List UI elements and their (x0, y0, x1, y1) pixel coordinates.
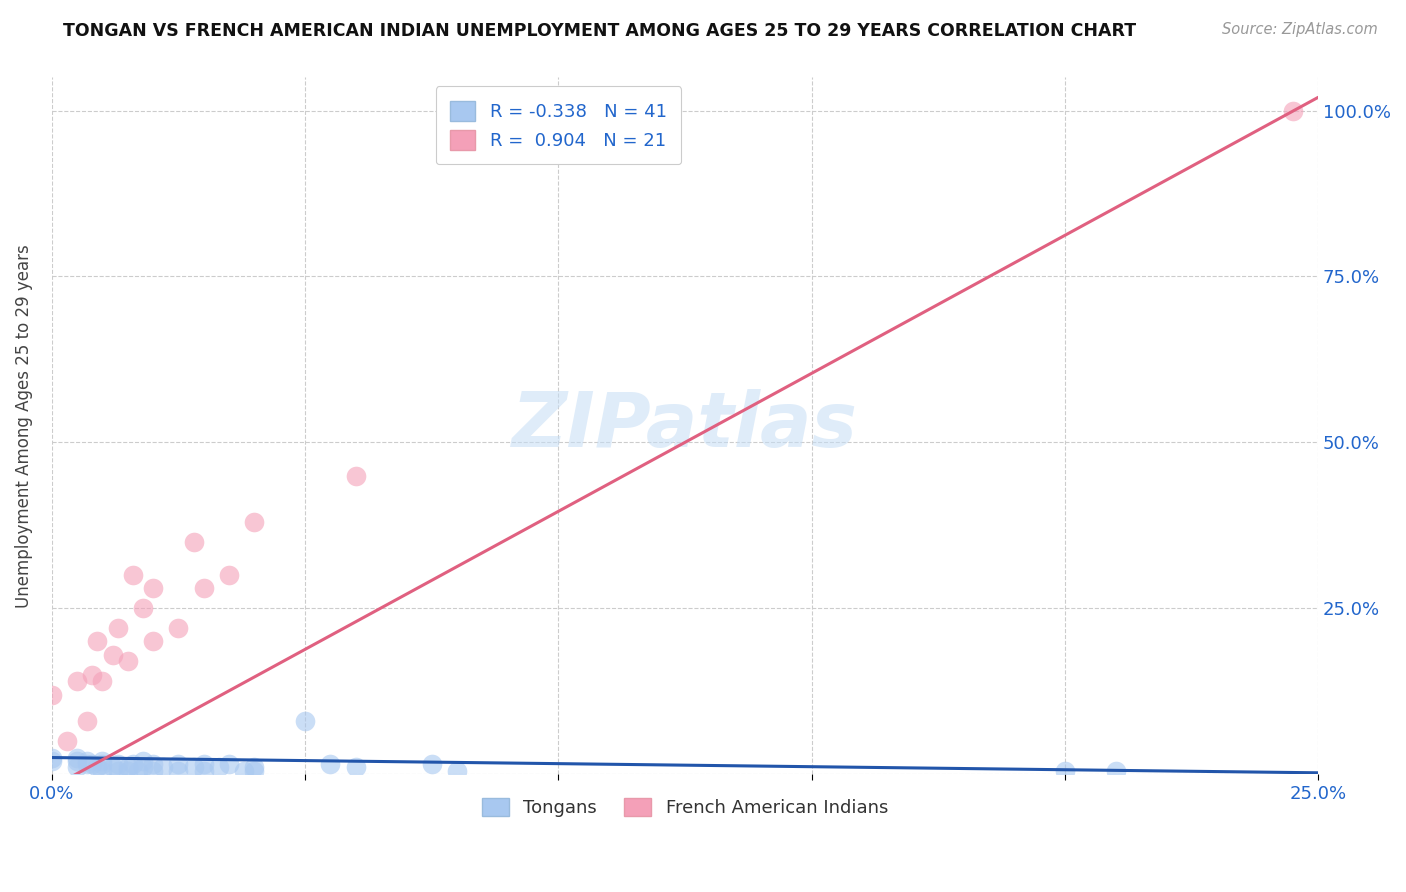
Point (76, 757, 98, 772)
Point (243, 515, 266, 529)
Point (91, 754, 114, 768)
Y-axis label: Unemployment Among Ages 25 to 29 years: Unemployment Among Ages 25 to 29 years (15, 244, 32, 607)
Point (446, 764, 468, 778)
Point (101, 760, 124, 774)
Point (121, 757, 143, 772)
Point (420, 757, 443, 772)
Point (183, 535, 205, 549)
Point (142, 757, 165, 772)
Point (91, 764, 114, 778)
Point (167, 764, 190, 778)
Point (132, 601, 155, 615)
Point (127, 764, 149, 778)
Point (121, 568, 143, 582)
Point (76, 714, 98, 728)
Point (107, 757, 129, 772)
Point (233, 764, 256, 778)
Point (319, 757, 342, 772)
Point (132, 760, 155, 774)
Text: ZIPatlas: ZIPatlas (512, 389, 858, 463)
Point (1053, 764, 1076, 778)
Point (1104, 764, 1126, 778)
Point (66, 760, 89, 774)
Point (66, 750, 89, 764)
Point (41, 750, 63, 764)
Point (41, 688, 63, 702)
Point (132, 754, 155, 768)
Point (193, 582, 215, 596)
Point (82, 667, 104, 681)
Point (82, 757, 104, 772)
Point (142, 634, 165, 648)
Point (167, 757, 190, 772)
Point (243, 764, 266, 778)
Legend: Tongans, French American Indians: Tongans, French American Indians (475, 790, 896, 824)
Point (243, 760, 266, 774)
Point (86, 634, 108, 648)
Text: Source: ZipAtlas.com: Source: ZipAtlas.com (1222, 22, 1378, 37)
Point (76, 754, 98, 768)
Point (117, 760, 139, 774)
Point (294, 714, 316, 728)
Point (208, 760, 231, 774)
Point (66, 754, 89, 768)
Point (56, 734, 79, 748)
Point (193, 757, 215, 772)
Point (218, 757, 240, 772)
Point (91, 757, 114, 772)
Point (86, 760, 108, 774)
Point (107, 764, 129, 778)
Point (1281, 103, 1303, 118)
Point (218, 568, 240, 582)
Point (91, 674, 114, 689)
Point (344, 760, 367, 774)
Point (344, 468, 367, 483)
Point (66, 674, 89, 689)
Point (193, 764, 215, 778)
Point (107, 621, 129, 635)
Point (41, 754, 63, 768)
Point (101, 648, 124, 662)
Point (183, 760, 205, 774)
Point (117, 654, 139, 668)
Point (167, 621, 190, 635)
Point (142, 764, 165, 778)
Text: TONGAN VS FRENCH AMERICAN INDIAN UNEMPLOYMENT AMONG AGES 25 TO 29 YEARS CORRELAT: TONGAN VS FRENCH AMERICAN INDIAN UNEMPLO… (63, 22, 1136, 40)
Point (142, 582, 165, 596)
Point (117, 764, 139, 778)
Point (152, 760, 174, 774)
